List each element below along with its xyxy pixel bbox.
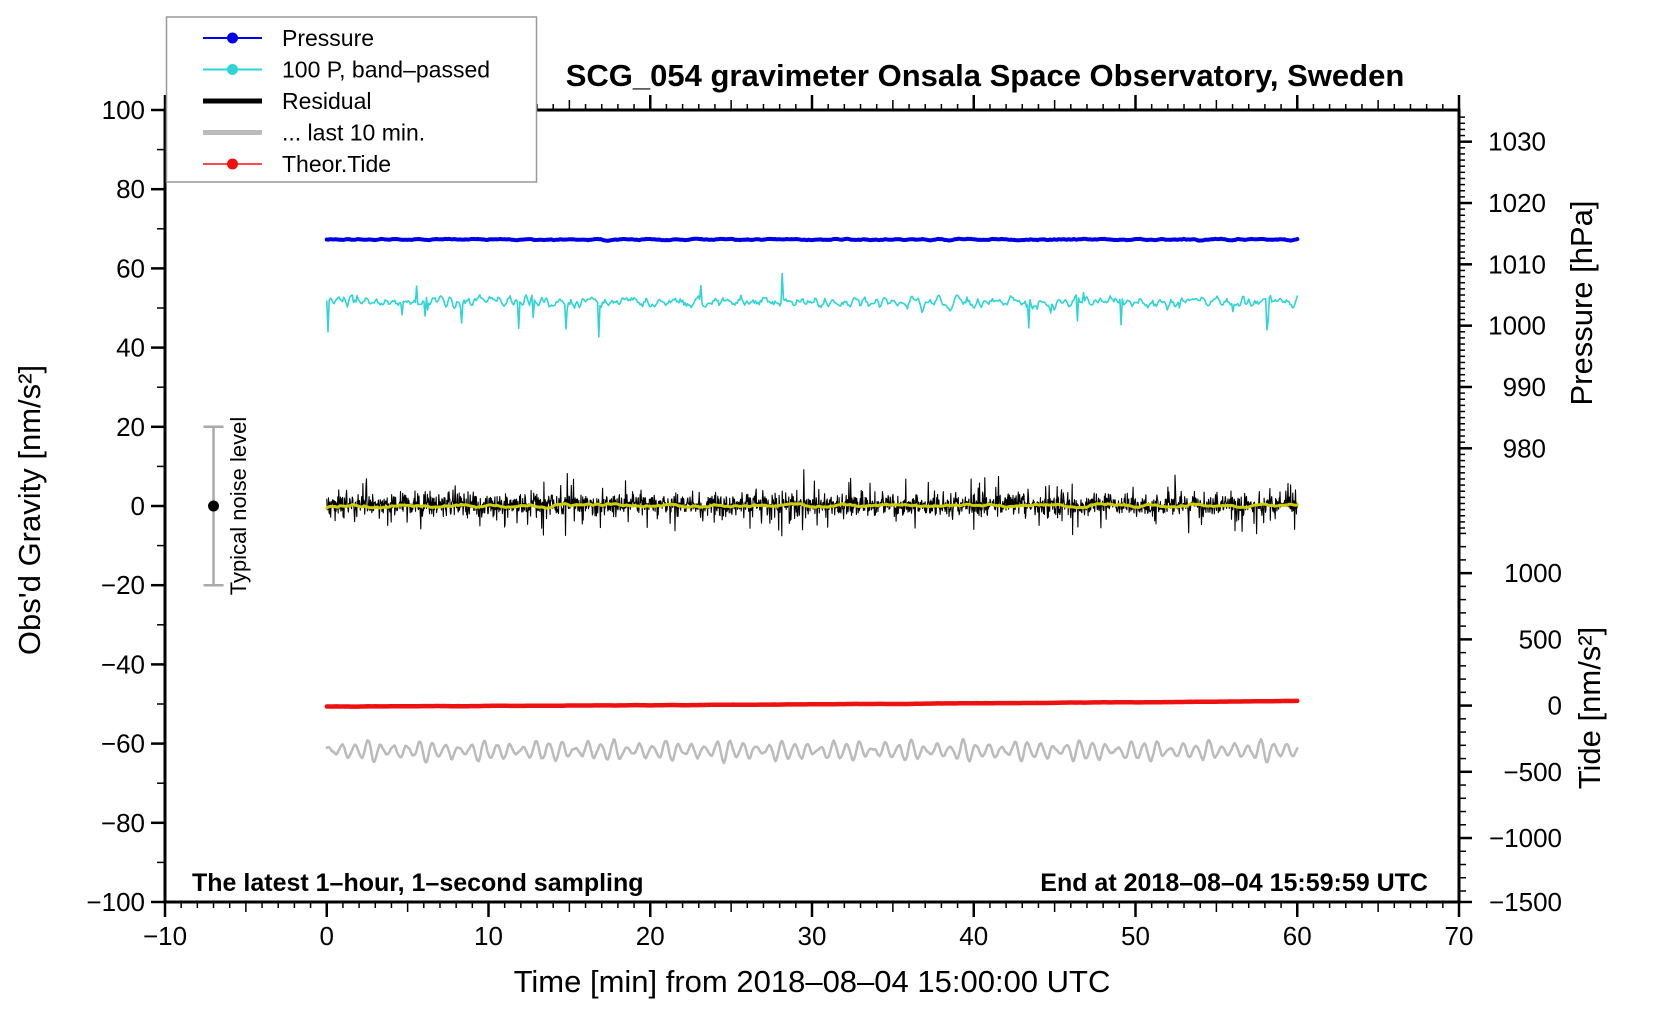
noise-level-label: Typical noise level: [226, 417, 251, 596]
sampling-annotation: The latest 1–hour, 1–second sampling: [192, 869, 644, 897]
pressure-tick-label: 980: [1503, 433, 1546, 463]
pressure-tick-label: 1020: [1488, 188, 1546, 218]
legend-item-label: Residual: [282, 88, 372, 114]
legend-item-label: Theor.Tide: [282, 151, 391, 177]
series-residual-last-10min: [325, 737, 1299, 765]
legend-item-label: ... last 10 min.: [282, 120, 425, 146]
gravity-tick-label: 0: [131, 491, 145, 521]
x-tick-label: −10: [143, 921, 187, 951]
x-axis-title: Time [min] from 2018–08–04 15:00:00 UTC: [514, 964, 1111, 999]
pressure-tick-label: 1000: [1488, 311, 1546, 341]
gravity-tick-label: −60: [101, 729, 145, 759]
tide-axis-title: Tide [nm/s²]: [1572, 627, 1607, 790]
left-y-axis-title: Obs'd Gravity [nm/s²]: [12, 365, 47, 655]
gravity-tick-label: 60: [116, 253, 145, 283]
gravity-tick-label: −40: [101, 649, 145, 679]
gravity-tick-label: −100: [86, 887, 145, 917]
legend-item-0: Pressure: [203, 25, 374, 51]
tide-tick-label: −1000: [1489, 823, 1562, 853]
pressure-tick-label: 990: [1503, 372, 1546, 402]
pressure-axis-title: Pressure [hPa]: [1564, 200, 1599, 405]
series-residual: [326, 469, 1298, 537]
legend-item-1: 100 P, band–passed: [203, 57, 490, 83]
legend-item-2: Residual: [203, 88, 372, 114]
legend-marker-dot: [227, 32, 238, 44]
gravity-tick-label: −20: [101, 570, 145, 600]
series-pressure: [324, 236, 1300, 243]
pressure-tick-label: 1030: [1488, 127, 1546, 157]
data-series: [324, 236, 1300, 765]
gravity-tick-label: 40: [116, 333, 145, 363]
x-tick-label: 50: [1121, 921, 1150, 951]
legend-items: Pressure 100 P, band–passed Residual ... la…: [203, 25, 490, 177]
x-tick-label: 60: [1283, 921, 1312, 951]
x-tick-label: 10: [474, 921, 503, 951]
chart-title: SCG_054 gravimeter Onsala Space Observat…: [566, 58, 1405, 93]
pressure-tick-label: 1010: [1488, 249, 1546, 279]
gravity-tick-label: 80: [116, 174, 145, 204]
x-tick-label: 70: [1445, 921, 1474, 951]
legend-marker-dot: [227, 158, 238, 170]
legend-item-4: Theor.Tide: [203, 151, 391, 177]
series-pressure-bandpassed: [325, 272, 1299, 338]
series-theoretical-tide: [324, 698, 1300, 709]
gravity-tick-label: 20: [116, 412, 145, 442]
x-tick-label: 0: [320, 921, 334, 951]
gravity-tick-label: −80: [101, 808, 145, 838]
legend-item-label: Pressure: [282, 25, 374, 51]
legend: Pressure 100 P, band–passed Residual ... la…: [165, 16, 538, 183]
x-tick-label: 40: [959, 921, 988, 951]
legend-item-3: ... last 10 min.: [203, 120, 425, 146]
tide-tick-label: −1500: [1489, 887, 1562, 917]
x-tick-label: 20: [636, 921, 665, 951]
series-residual-smoothed: [325, 502, 1299, 510]
tide-tick-label: 0: [1548, 691, 1562, 721]
end-time-annotation: End at 2018–08–04 15:59:59 UTC: [1040, 869, 1428, 897]
noise-center-dot: [208, 500, 220, 512]
tide-tick-label: 500: [1519, 624, 1562, 654]
tide-tick-label: 1000: [1504, 558, 1562, 588]
legend-marker-dot: [227, 64, 238, 75]
noise-level-marker: [203, 425, 224, 587]
tide-tick-label: −500: [1503, 757, 1562, 787]
plot-frame: [163, 108, 1461, 904]
x-tick-label: 30: [798, 921, 827, 951]
gravity-tick-label: 100: [102, 95, 145, 125]
axis-ticks: −10 0 10 20 30 40 50 60 70−100−80−60−40−20020406…: [86, 95, 1562, 951]
legend-item-label: 100 P, band–passed: [282, 57, 490, 83]
